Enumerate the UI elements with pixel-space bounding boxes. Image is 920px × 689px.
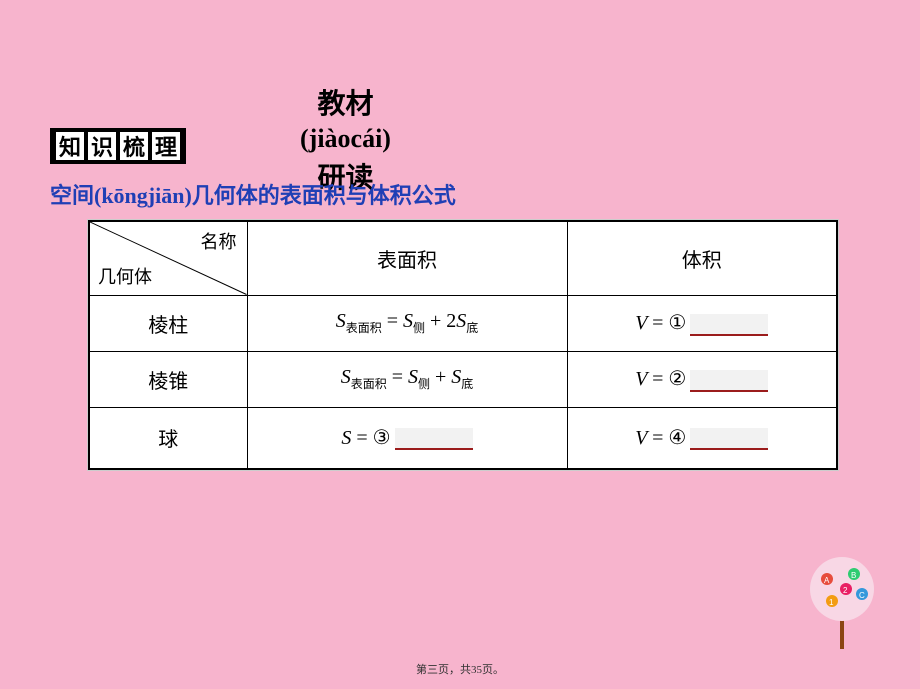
row-surface: S表面积 = S侧 + S底: [247, 351, 567, 407]
header-diagonal-cell: 名称 几何体: [89, 221, 247, 295]
table-row: 球 S = ③ V = ④: [89, 407, 837, 469]
row-surface: S表面积 = S侧 + 2S底: [247, 295, 567, 351]
header-bottom-label: 几何体: [98, 263, 152, 289]
row-volume: V = ④: [567, 407, 837, 469]
row-name: 棱柱: [89, 295, 247, 351]
row-volume: V = ①: [567, 295, 837, 351]
table-row: 棱柱 S表面积 = S侧 + 2S底 V = ①: [89, 295, 837, 351]
svg-text:2: 2: [843, 586, 848, 595]
title-line-2: (jiàocái): [300, 124, 391, 154]
header-surface: 表面积: [247, 221, 567, 295]
badge-char: 识: [88, 132, 116, 160]
row-name: 棱锥: [89, 351, 247, 407]
badge-char: 理: [152, 132, 180, 160]
subtitle: 空间(kōngjiān)几何体的表面积与体积公式: [50, 178, 456, 210]
row-name: 球: [89, 407, 247, 469]
header-volume: 体积: [567, 221, 837, 295]
table-row: 棱锥 S表面积 = S侧 + S底 V = ②: [89, 351, 837, 407]
section-badge: 知 识 梳 理: [50, 128, 186, 164]
row-surface: S = ③: [247, 407, 567, 469]
title-line-1: 教材: [300, 82, 391, 122]
svg-text:C: C: [859, 591, 865, 600]
page-footer: 第三页，共35页。: [0, 661, 920, 677]
decorative-tree-icon: A B C 1 2: [782, 539, 902, 659]
formula-table: 名称 几何体 表面积 体积 棱柱 S表面积 = S侧 + 2S底 V = ① 棱…: [88, 220, 838, 470]
svg-text:B: B: [851, 571, 856, 580]
header-top-label: 名称: [201, 228, 237, 254]
badge-char: 梳: [120, 132, 148, 160]
svg-text:1: 1: [829, 598, 834, 607]
badge-char: 知: [56, 132, 84, 160]
row-volume: V = ②: [567, 351, 837, 407]
svg-text:A: A: [824, 576, 830, 585]
